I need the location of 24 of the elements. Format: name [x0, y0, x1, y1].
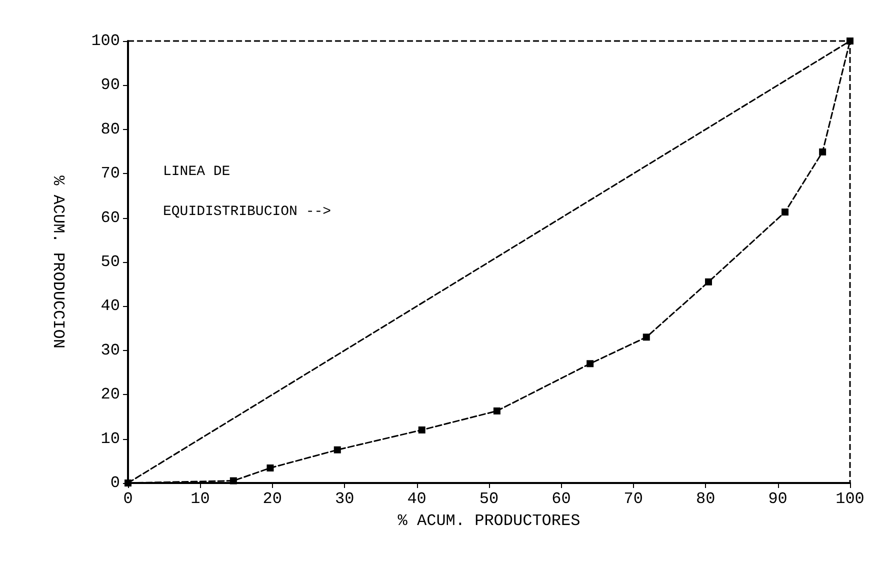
x-tick-label: 30 — [335, 490, 354, 508]
y-tick-label: 80 — [100, 120, 120, 138]
y-tick-label: 50 — [100, 253, 120, 271]
x-tick-label: 70 — [624, 490, 643, 508]
x-tick-label: 60 — [552, 490, 571, 508]
x-tick-label: 100 — [836, 490, 864, 508]
y-tick-label: 20 — [100, 386, 120, 404]
y-tick-label: 70 — [100, 164, 120, 183]
x-tick-label: 10 — [190, 490, 210, 508]
x-tick-label: 0 — [123, 490, 133, 508]
y-tick-label: 10 — [100, 430, 120, 448]
y-tick-label: 90 — [100, 76, 120, 94]
y-tick-label: 30 — [100, 341, 120, 360]
y-tick-label: 40 — [100, 297, 120, 316]
x-axis-title: % ACUM. PRODUCTORES — [398, 512, 580, 530]
y-tick-label: 60 — [100, 208, 120, 227]
x-tick-label: 40 — [407, 490, 426, 508]
x-tick-label: 20 — [262, 490, 282, 508]
x-tick-label: 50 — [479, 490, 499, 508]
x-tick-label: 80 — [696, 490, 716, 508]
y-tick-label: 0 — [110, 474, 120, 492]
y-axis-title: % ACUM. PRODUCCION — [49, 176, 67, 348]
y-tick-label: 100 — [91, 32, 120, 50]
x-tick-label: 90 — [768, 490, 788, 508]
